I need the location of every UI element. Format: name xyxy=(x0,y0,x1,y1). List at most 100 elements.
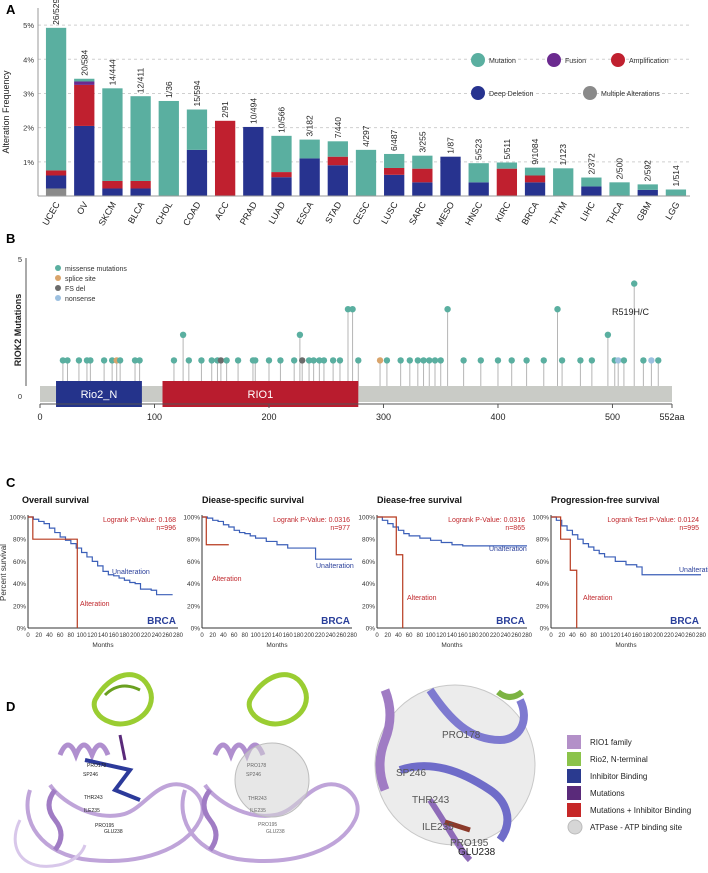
km-y-tick: 100% xyxy=(358,515,375,522)
km-y-tick: 100% xyxy=(9,515,26,522)
km-n: n=977 xyxy=(330,525,350,532)
residue-label-zoom: GLU238 xyxy=(458,847,496,858)
km-x-tick: 280 xyxy=(173,633,184,639)
km-n: n=865 xyxy=(505,525,525,532)
km-x-tick: 260 xyxy=(336,633,347,639)
category-label: PRAD xyxy=(238,200,259,227)
lollipop-head-missense xyxy=(406,357,414,364)
category-label: GBM xyxy=(635,200,654,223)
survival-plots: Overall survival 0% 20% 40% 60% 80% 100% 0 20 40 6… xyxy=(0,495,708,649)
bar-segment-deep-deletion xyxy=(327,165,348,196)
km-y-tick: 40% xyxy=(13,581,26,588)
km-x-tick: 60 xyxy=(57,633,64,639)
lollipop-head-missense xyxy=(414,357,422,364)
km-x-tick: 140 xyxy=(98,633,109,639)
km-n: n=995 xyxy=(679,525,699,532)
bar-segment-deep-deletion xyxy=(102,188,123,196)
structure-legend: RIO1 family Rio2, N-terminal Inhibitor Bin… xyxy=(567,735,691,835)
km-x-tick: 0 xyxy=(200,633,204,639)
residue-label: PRO195 xyxy=(95,823,114,829)
residue-label: THR243 xyxy=(84,795,103,801)
km-x-tick: 260 xyxy=(685,633,696,639)
lollipop-head-missense xyxy=(444,306,451,313)
category-label: LGG xyxy=(663,200,681,221)
atp-binding-sphere-1 xyxy=(234,742,310,818)
lollipop-legend-dot xyxy=(55,285,61,291)
bar-count-label: 20/584 xyxy=(79,49,89,75)
rio2-helix-region xyxy=(91,672,154,727)
residue-label-zoom: THR243 xyxy=(412,795,450,806)
bar-segment-mutation xyxy=(355,149,377,196)
km-curve-alteration xyxy=(551,516,578,628)
structure-legend-swatch xyxy=(567,786,581,800)
bar-segment-mutation xyxy=(186,109,208,150)
km-xlabel: Months xyxy=(266,642,288,649)
km-x-tick: 0 xyxy=(26,633,30,639)
km-x-tick: 240 xyxy=(501,633,512,639)
bar-count-label: 5/511 xyxy=(502,139,512,160)
alteration-legend: Mutation Fusion Amplification Deep Deletion… xyxy=(471,53,669,100)
x-tick-label: 500 xyxy=(605,412,620,422)
bar-segment-amplification xyxy=(496,168,518,196)
zoom-strand-mid xyxy=(398,762,512,843)
km-pvalue: Logrank P-Value: 0.0316 xyxy=(448,517,525,524)
bar-segment-deep-deletion xyxy=(524,182,546,196)
lollipop-head-missense xyxy=(320,357,328,364)
lollipop-head-missense xyxy=(100,357,108,364)
lollipop-ylabel: RIOK2 Mutations xyxy=(13,294,23,367)
bar-count-label: 5/523 xyxy=(474,139,484,161)
km-n: n=996 xyxy=(156,525,176,532)
km-x-tick: 280 xyxy=(696,633,707,639)
km-x-tick: 200 xyxy=(304,633,315,639)
km-y-tick: 100% xyxy=(532,515,549,522)
bar-segment-deep-deletion xyxy=(637,189,658,196)
lollipop-legend-dot xyxy=(55,275,61,281)
km-x-tick: 160 xyxy=(632,633,643,639)
bar-segment-deep-deletion xyxy=(130,188,151,196)
lollipop-head-missense xyxy=(431,357,439,364)
residue-label: GLU238 xyxy=(266,829,285,835)
bar-segment-mutation xyxy=(581,177,602,187)
bar-segment-mutation xyxy=(412,155,433,169)
lollipop-head-missense xyxy=(223,357,230,364)
bar-count-label: 2/372 xyxy=(586,153,596,175)
panel-label-b: B xyxy=(6,231,15,246)
km-x-tick: 20 xyxy=(209,633,216,639)
km-x-tick: 180 xyxy=(468,633,479,639)
bar-count-label: 9/1084 xyxy=(530,138,540,164)
bar-segment-amplification xyxy=(102,180,123,189)
lollipop-head-missense xyxy=(59,357,67,364)
category-label: LIHC xyxy=(578,200,597,223)
km-y-tick: 80% xyxy=(536,537,549,544)
residue-label: THR243 xyxy=(248,796,267,802)
km-dataset-label: BRCA xyxy=(321,616,350,627)
bar-count-label: 7/440 xyxy=(333,117,343,139)
km-curve-alteration xyxy=(28,516,78,628)
km-dataset-label: BRCA xyxy=(670,616,699,627)
alteration-ylabel: Alteration Frequency xyxy=(1,70,11,154)
category-label: CHOL xyxy=(153,200,174,227)
zoom-strand-bottom xyxy=(427,798,473,863)
mutation-segment xyxy=(118,734,127,761)
legend-label: Amplification xyxy=(629,58,669,65)
km-x-tick: 20 xyxy=(384,633,391,639)
x-tick-label: 0 xyxy=(37,412,42,422)
category-label: ACC xyxy=(213,200,231,222)
bar-segment-mutation xyxy=(637,184,658,190)
lollipop-head-missense xyxy=(477,357,484,364)
km-y-tick: 0% xyxy=(540,626,550,633)
km-y-tick: 40% xyxy=(536,581,549,588)
lollipop-ymin-label: 0 xyxy=(18,392,22,401)
lollipop-head-missense xyxy=(252,357,259,364)
km-x-tick: 80 xyxy=(417,633,424,639)
bar-segment-amplification xyxy=(327,156,348,166)
lollipop-head-missense xyxy=(631,280,638,287)
lollipop-head-missense xyxy=(208,357,215,364)
bar-segment-amplification xyxy=(74,84,95,126)
legend-label: Mutation xyxy=(489,58,516,65)
lollipop-head-missense xyxy=(604,331,612,338)
km-x-tick: 40 xyxy=(46,633,53,639)
category-label: SARC xyxy=(407,200,428,227)
